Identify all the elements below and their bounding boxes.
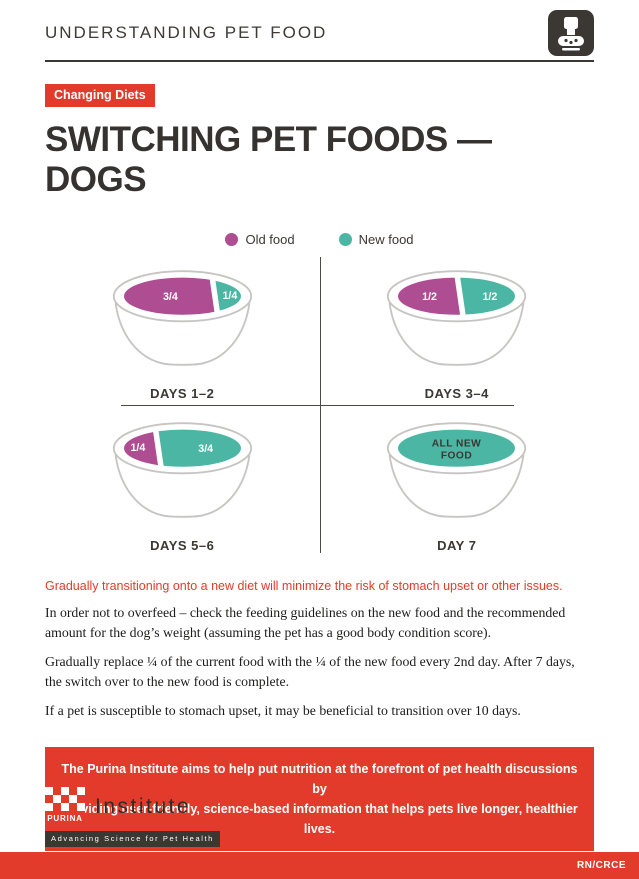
page-title: SWITCHING PET FOODS — DOGS — [45, 120, 492, 199]
lead-sentence: Gradually transitioning onto a new diet … — [45, 579, 563, 593]
callout-line-1: The Purina Institute aims to help put nu… — [61, 761, 578, 796]
header-title: UNDERSTANDING PET FOOD — [45, 23, 328, 42]
body-paragraph-2: Gradually replace ¼ of the current food … — [45, 654, 575, 689]
old-fraction-label: 3/4 — [163, 291, 178, 303]
footer-tagline: Advancing Science for Pet Health — [45, 831, 220, 847]
bowl-caption: DAYS 3–4 — [424, 386, 489, 401]
bowl-cell-days-3-4: 1/2 1/2 DAYS 3–4 — [320, 257, 595, 401]
old-fraction-label: 1/4 — [130, 442, 145, 454]
legend-new-label: New food — [358, 232, 414, 247]
body-paragraph-1: In order not to overfeed – check the fee… — [45, 605, 566, 640]
old-fraction-label: 1/2 — [422, 291, 437, 303]
bowl-caption: DAYS 5–6 — [150, 538, 215, 553]
legend: Old food New food — [45, 232, 594, 247]
bowl-illustration-days-3-4: 1/2 1/2 — [387, 270, 527, 366]
diagram-horizontal-divider — [121, 405, 514, 406]
old-food-dot-icon — [225, 233, 239, 246]
institute-wordmark: Institute — [95, 795, 192, 818]
body-paragraph-3: If a pet is susceptible to stomach upset… — [45, 703, 521, 719]
legend-item-new-food: New food — [338, 232, 414, 247]
transition-diagram: 3/4 1/4 DAYS 1–2 1/2 1/2 — [45, 257, 594, 553]
bowl-illustration-day-7: ALL NEW FOOD — [387, 422, 527, 518]
new-food-dot-icon — [338, 233, 352, 246]
bowl-caption: DAY 7 — [437, 538, 477, 553]
bowl-cell-day-7: ALL NEW FOOD DAY 7 — [320, 409, 595, 553]
bowl-cell-days-5-6: 1/4 3/4 DAYS 5–6 — [45, 409, 320, 553]
footer: PURINA Institute Advancing Science for P… — [45, 787, 220, 847]
purina-wordmark: PURINA — [47, 814, 82, 823]
callout-line-2: providing user-friendly, science-based i… — [61, 801, 578, 836]
new-fraction-label: 1/4 — [222, 290, 237, 302]
topic-badge: Changing Diets — [45, 84, 155, 107]
bottom-red-bar: RN/CRCE — [0, 852, 639, 879]
purina-checkerboard-logo-icon: PURINA — [45, 787, 85, 827]
document-code: RN/CRCE — [576, 860, 626, 871]
legend-old-label: Old food — [245, 232, 295, 247]
bowl-illustration-days-1-2: 3/4 1/4 — [112, 270, 252, 366]
all-new-food-label-line1: ALL NEW — [432, 438, 482, 449]
header: UNDERSTANDING PET FOOD — [45, 0, 594, 62]
bowl-caption: DAYS 1–2 — [150, 386, 215, 401]
bowl-illustration-days-5-6: 1/4 3/4 — [112, 422, 252, 518]
pet-feeder-icon — [548, 10, 594, 56]
legend-item-old-food: Old food — [225, 232, 295, 247]
new-fraction-label: 1/2 — [483, 291, 498, 303]
all-new-food-label-line2: FOOD — [441, 450, 472, 461]
new-fraction-label: 3/4 — [198, 443, 213, 455]
bowl-cell-days-1-2: 3/4 1/4 DAYS 1–2 — [45, 257, 320, 401]
purina-institute-logo: PURINA Institute — [45, 787, 220, 827]
